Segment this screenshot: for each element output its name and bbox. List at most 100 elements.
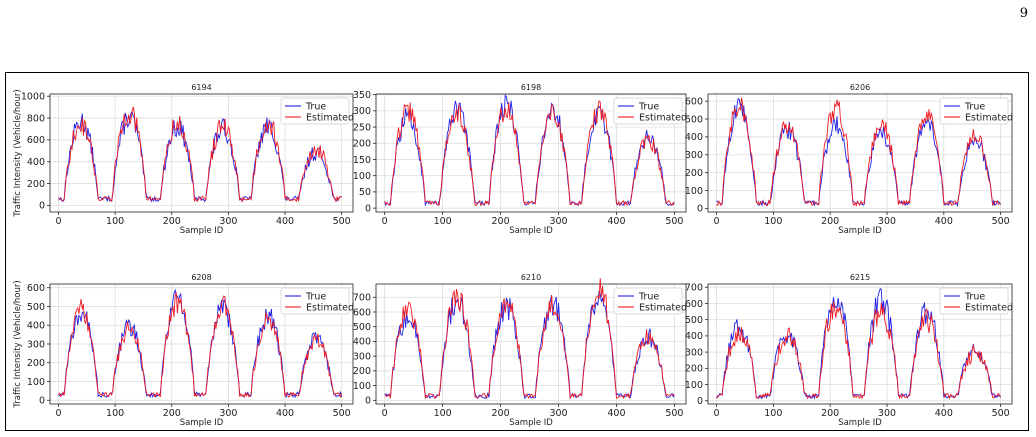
y-tick-label: 500 (27, 302, 45, 313)
legend-label: Estimated (306, 112, 354, 123)
legend-label: Estimated (965, 112, 1013, 123)
legend-label: True (964, 291, 985, 302)
x-tick-label: 500 (333, 408, 351, 419)
x-ticks: 0 100 200 300 400 500 (382, 212, 683, 227)
y-tick-label: 250 (353, 122, 371, 133)
y-tick-label: 300 (27, 339, 45, 350)
plot-frame (49, 93, 354, 213)
y-ticks: 0 200 400 600 800 1000 (21, 91, 50, 212)
x-tick-label: 200 (821, 216, 839, 227)
x-axis-label: Sample ID (838, 226, 882, 236)
x-ticks: 0 100 200 300 400 500 (55, 212, 351, 227)
x-tick-label: 100 (106, 216, 124, 227)
y-tick-label: 300 (353, 106, 371, 117)
x-tick-label: 500 (665, 408, 683, 419)
y-tick-label: 200 (685, 364, 703, 375)
x-tick-label: 500 (333, 216, 351, 227)
y-tick-label: 700 (353, 293, 371, 304)
chart-6210: 6210 0 100 200 300 400 500 0 100 200 300 400 500 600 7… (353, 273, 687, 428)
x-tick-label: 200 (821, 408, 839, 419)
x-tick-label: 0 (55, 216, 61, 227)
grid (708, 284, 1012, 404)
series-true-line (58, 110, 342, 203)
y-tick-label: 400 (353, 337, 371, 348)
chart-title: 6210 (521, 273, 541, 282)
x-axis-label: Sample ID (180, 226, 224, 236)
series-estimated-line (384, 278, 675, 400)
y-tick-label: 600 (685, 96, 703, 107)
x-ticks: 0 100 200 300 400 500 (713, 212, 1010, 227)
y-tick-label: 400 (685, 132, 703, 143)
y-ticks: 0 100 200 300 400 500 600 (27, 283, 50, 407)
y-tick-label: 300 (353, 351, 371, 362)
y-tick-label: 100 (27, 377, 45, 388)
x-tick-label: 0 (382, 408, 388, 419)
x-tick-label: 300 (219, 216, 237, 227)
x-tick-label: 0 (713, 216, 719, 227)
x-tick-label: 100 (106, 408, 124, 419)
y-tick-label: 100 (353, 381, 371, 392)
y-tick-label: 300 (685, 150, 703, 161)
y-tick-label: 500 (685, 315, 703, 326)
y-ticks: 0 100 200 300 400 500 600 700 (685, 283, 708, 407)
series-true-line (58, 288, 343, 399)
y-tick-label: 0 (365, 203, 371, 214)
chart-6198: 6198 0 100 200 300 400 500 0 50 100 150 200 250 300 35… (353, 83, 687, 236)
plot-frame (707, 93, 1013, 213)
y-tick-label: 700 (685, 283, 703, 294)
y-tick-label: 0 (365, 396, 371, 407)
x-tick-label: 300 (549, 216, 567, 227)
series-estimated-line (384, 100, 675, 207)
y-tick-label: 100 (353, 171, 371, 182)
y-tick-label: 200 (27, 358, 45, 369)
x-tick-label: 500 (992, 216, 1010, 227)
x-tick-label: 0 (55, 408, 61, 419)
y-tick-label: 600 (27, 283, 45, 294)
y-tick-label: 100 (685, 380, 703, 391)
legend-label: Estimated (639, 302, 687, 313)
y-tick-label: 400 (27, 321, 45, 332)
x-ticks: 0 100 200 300 400 500 (55, 404, 351, 419)
legend-label: True (305, 291, 326, 302)
x-tick-label: 100 (434, 216, 452, 227)
x-tick-label: 100 (434, 408, 452, 419)
legend-label: True (305, 101, 326, 112)
y-ticks: 0 100 200 300 400 500 600 (685, 96, 708, 215)
x-tick-label: 100 (764, 216, 782, 227)
x-ticks: 0 100 200 300 400 500 (713, 404, 1010, 419)
chart-title: 6194 (191, 83, 211, 92)
plot-frame (707, 283, 1013, 405)
page-number: 9 (1019, 6, 1028, 21)
x-tick-label: 400 (935, 216, 953, 227)
x-tick-label: 300 (549, 408, 567, 419)
x-tick-label: 100 (764, 408, 782, 419)
legend-label: Estimated (306, 302, 354, 313)
y-tick-label: 50 (359, 187, 371, 198)
y-tick-label: 600 (685, 299, 703, 310)
y-tick-label: 0 (39, 201, 45, 212)
legend-label: True (638, 291, 659, 302)
chart-title: 6208 (191, 273, 211, 282)
x-tick-label: 400 (607, 216, 625, 227)
x-tick-label: 400 (935, 408, 953, 419)
x-tick-label: 400 (276, 216, 294, 227)
x-axis-label: Sample ID (509, 226, 553, 236)
x-tick-label: 300 (878, 408, 896, 419)
y-tick-label: 200 (685, 168, 703, 179)
x-tick-label: 200 (492, 408, 510, 419)
chart-6208: 6208 0 100 200 300 400 500 0 100 200 300 400 500 600 S… (13, 273, 354, 428)
x-axis-label: Sample ID (180, 418, 224, 428)
chart-6206: 6206 0 100 200 300 400 500 0 100 200 300 400 500 600 S… (685, 83, 1013, 236)
x-tick-label: 200 (163, 408, 181, 419)
figure-frame (5, 72, 1029, 431)
y-tick-label: 200 (27, 179, 45, 190)
chart-title: 6206 (850, 83, 870, 92)
x-axis-label: Sample ID (838, 418, 882, 428)
x-tick-label: 400 (607, 408, 625, 419)
y-tick-label: 150 (353, 155, 371, 166)
x-tick-label: 500 (665, 216, 683, 227)
